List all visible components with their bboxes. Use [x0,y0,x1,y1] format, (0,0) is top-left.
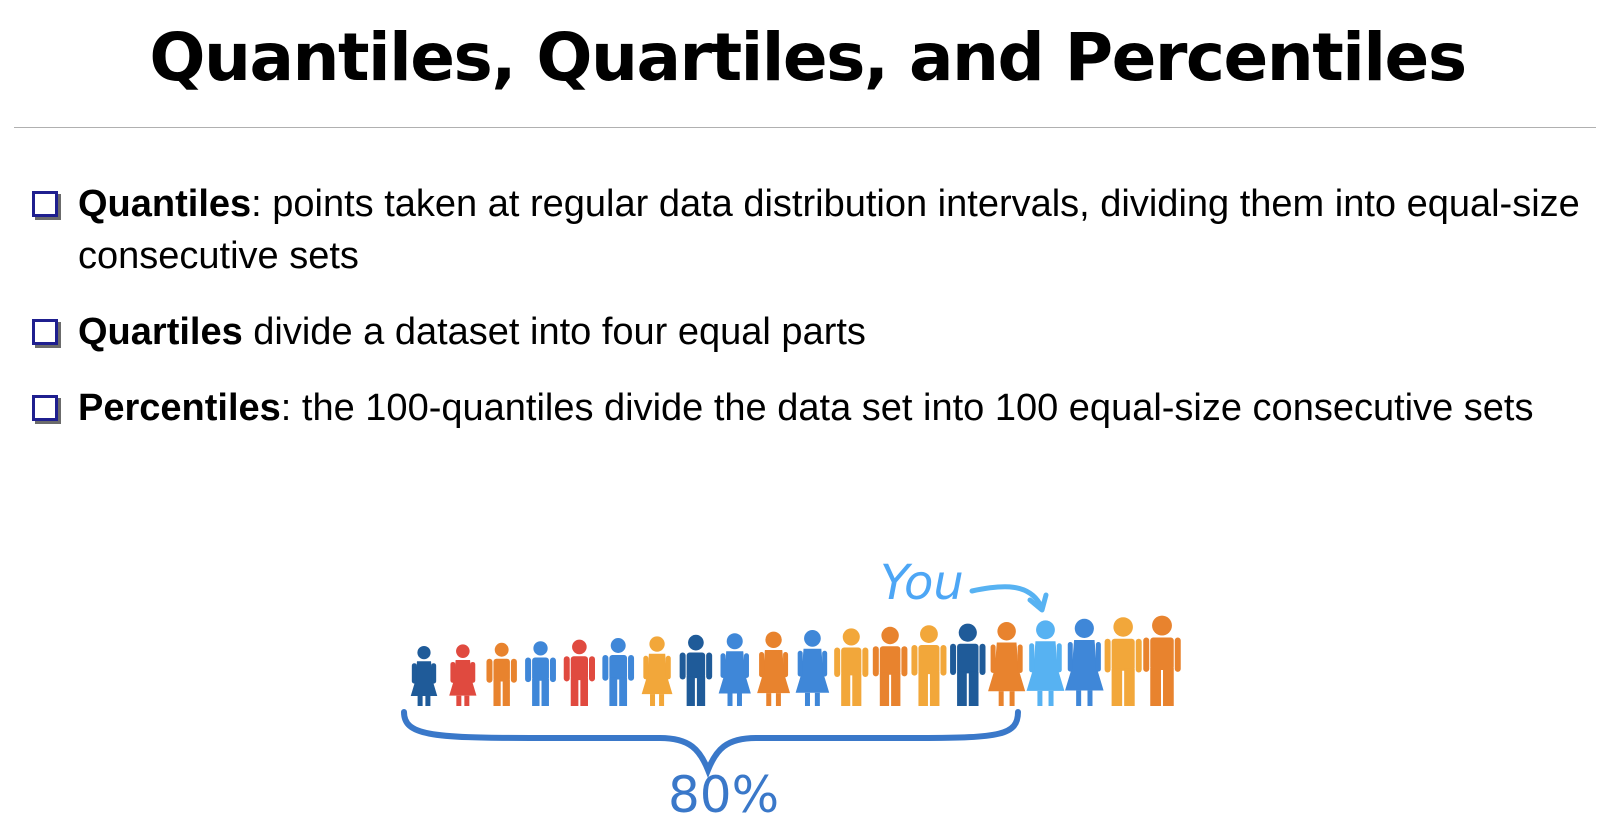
bullet-list: Quantiles: points taken at regular data … [30,178,1580,458]
checkbox-bullet-icon [32,395,58,421]
person-female-icon [718,633,751,706]
percent-label: 80% [668,766,780,824]
person-male-icon [679,634,713,706]
person-male-icon [911,625,947,706]
person-female-icon [449,644,477,706]
person-female-icon [795,630,830,706]
person-female-icon [641,636,673,706]
person-male-icon [1143,615,1181,706]
person-male-icon [486,642,517,706]
checkbox-bullet-icon [32,319,58,345]
bullet-quantiles: Quantiles: points taken at regular data … [30,178,1580,282]
percentile-brace-icon [401,709,1021,779]
bullet-text: : points taken at regular data distribut… [78,183,1580,277]
person-male-icon [834,628,869,706]
person-male-icon [602,638,635,706]
person-male-icon [563,639,596,706]
bullet-text: : the 100-quantiles divide the data set … [280,387,1534,429]
person-male-icon [950,623,986,706]
you-arrow-icon [969,584,1043,607]
person-female-icon [988,622,1026,706]
people-row [410,615,1181,706]
you-arrow-head-icon [1027,592,1049,613]
slide-title: Quantiles, Quartiles, and Percentiles [149,19,1467,96]
checkbox-bullet-icon [32,191,58,217]
person-you-icon [1026,620,1065,706]
person-male-icon [1104,617,1142,706]
person-male-icon [872,626,908,706]
bullet-term: Quartiles [78,311,243,353]
title-divider [14,127,1596,128]
bullet-term: Quantiles [78,183,252,225]
person-female-icon [410,646,438,706]
you-label: You [880,555,964,611]
person-male-icon [525,641,556,706]
bullet-term: Percentiles [78,387,281,429]
bullet-text: divide a dataset into four equal parts [242,311,866,353]
bullet-percentiles: Percentiles: the 100-quantiles divide th… [30,382,1580,434]
person-female-icon [757,631,791,706]
person-female-icon [1065,618,1104,706]
bullet-quartiles: Quartiles divide a dataset into four equ… [30,306,1580,358]
